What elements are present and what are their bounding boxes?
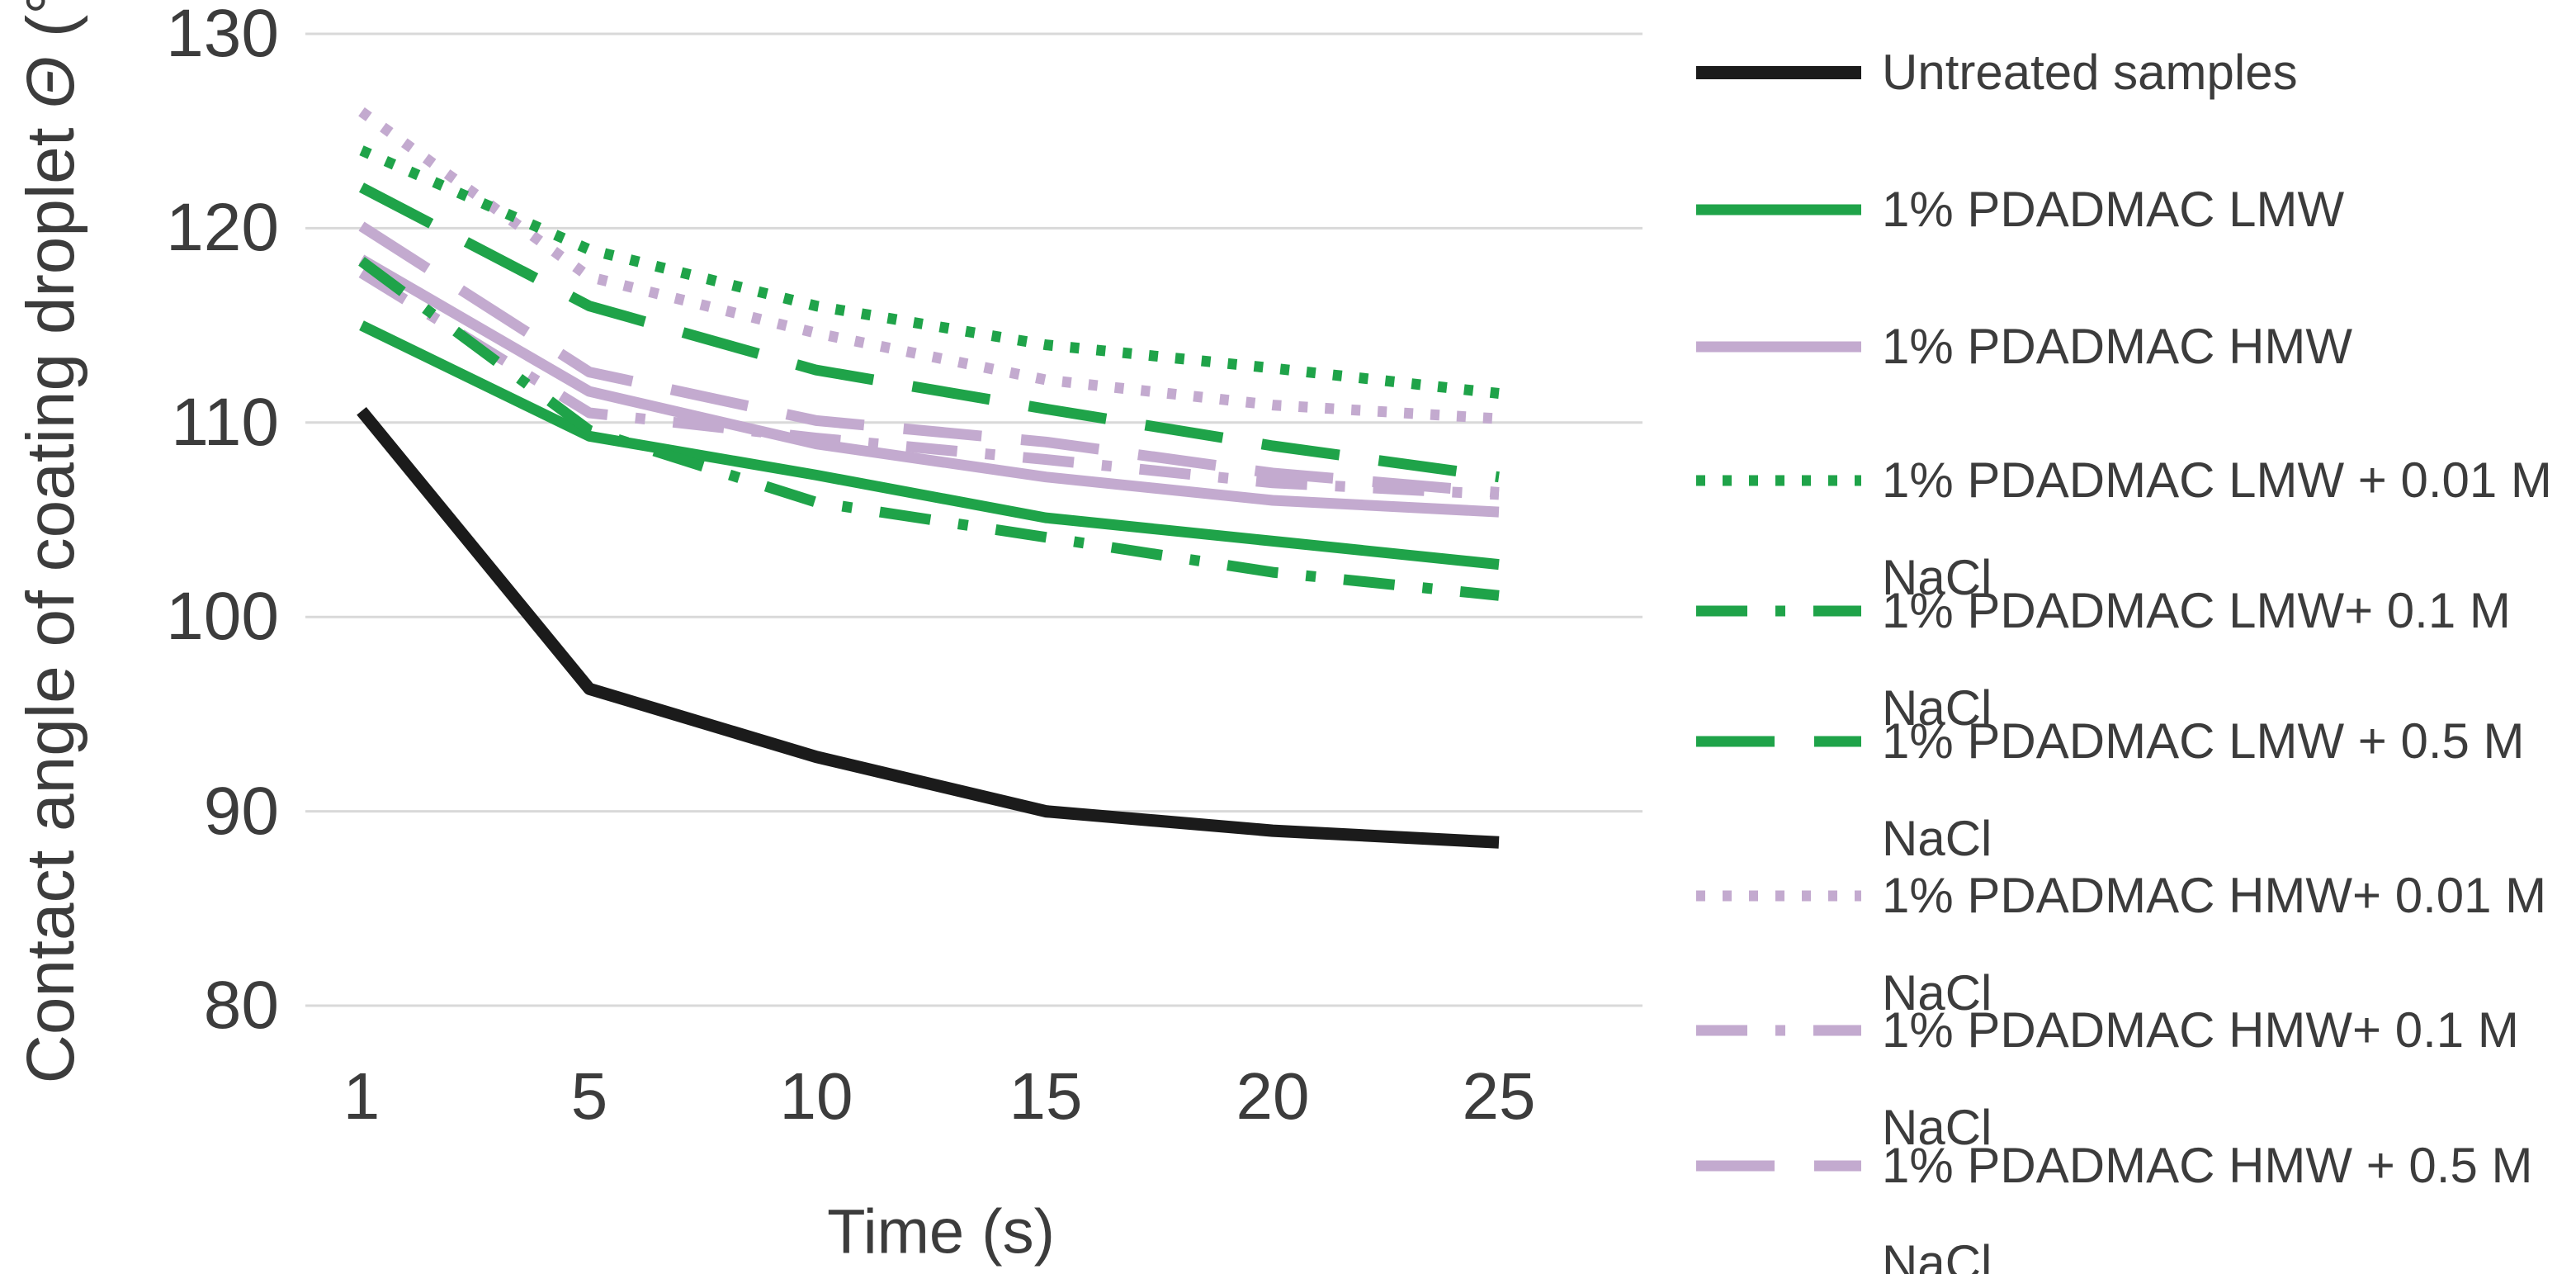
series-line-8 xyxy=(358,221,1500,498)
legend-label-4: 1% PDADMAC LMW+ 0.1 M NaCl xyxy=(1882,562,2511,757)
legend-label-line: 1% PDADMAC LMW+ 0.1 M xyxy=(1882,583,2511,638)
x-tick-label-25: 25 xyxy=(1462,1059,1536,1133)
legend: Untreated samples 1% PDADMAC LMW 1% PDADMA… xyxy=(1684,0,2576,1274)
legend-label-0: Untreated samples xyxy=(1882,24,2298,121)
legend-item-0: Untreated samples xyxy=(1684,24,2298,121)
legend-label-line: NaCl xyxy=(1882,1100,1992,1155)
legend-label-line: 1% PDADMAC LMW + 0.01 M xyxy=(1882,452,2552,508)
series-line-5 xyxy=(358,182,1500,483)
legend-label-line: 1% PDADMAC LMW xyxy=(1882,182,2345,237)
series-line-3 xyxy=(359,145,1500,399)
legend-item-1: 1% PDADMAC LMW xyxy=(1684,161,2344,258)
legend-label-line: NaCl xyxy=(1882,550,1992,605)
legend-swatch-solid-icon xyxy=(1696,204,1861,215)
legend-label-line: 1% PDADMAC HMW+ 0.01 M xyxy=(1882,868,2547,923)
y-tick-label-120: 120 xyxy=(166,190,279,266)
x-tick-label-20: 20 xyxy=(1236,1059,1310,1133)
legend-swatch-dashdot-icon xyxy=(1696,605,1861,617)
legend-label-7: 1% PDADMAC HMW+ 0.1 M NaCl xyxy=(1882,982,2519,1177)
x-tick-label-15: 15 xyxy=(1009,1059,1083,1133)
legend-label-line: 1% PDADMAC LMW + 0.5 M xyxy=(1882,713,2525,769)
legend-label-line: NaCl xyxy=(1882,680,1992,736)
legend-label-6: 1% PDADMAC HMW+ 0.01 M NaCl xyxy=(1882,847,2546,1042)
x-tick-label-10: 10 xyxy=(779,1059,853,1133)
y-tick-label-110: 110 xyxy=(171,384,279,460)
legend-label-line: NaCl xyxy=(1882,1235,1992,1274)
legend-label-line: NaCl xyxy=(1882,965,1992,1021)
y-tick-label-130: 130 xyxy=(166,0,279,71)
legend-swatch-solid-icon xyxy=(1696,66,1861,79)
legend-label-line: Untreated samples xyxy=(1882,45,2298,100)
y-tick-label-90: 90 xyxy=(203,773,279,849)
legend-label-line: 1% PDADMAC HMW+ 0.1 M xyxy=(1882,1002,2519,1058)
legend-item-5: 1% PDADMAC LMW + 0.5 M NaCl xyxy=(1684,693,2525,888)
legend-item-4: 1% PDADMAC LMW+ 0.1 M NaCl xyxy=(1684,562,2511,757)
legend-swatch-dotted-icon xyxy=(1696,475,1861,486)
legend-swatch-dotted-icon xyxy=(1696,890,1861,902)
series-line-7 xyxy=(358,268,1500,500)
legend-item-8: 1% PDADMAC HMW + 0.5 M NaCl xyxy=(1684,1117,2532,1274)
legend-item-7: 1% PDADMAC HMW+ 0.1 M NaCl xyxy=(1684,982,2519,1177)
series-line-1 xyxy=(359,320,1500,571)
x-tick-label-1: 1 xyxy=(343,1059,380,1133)
legend-swatch-dashed-icon xyxy=(1696,1160,1861,1172)
y-axis-title: Contact angle of coating droplet Θ (°) xyxy=(12,0,90,1083)
y-tick-label-100: 100 xyxy=(166,579,279,655)
legend-item-2: 1% PDADMAC HMW xyxy=(1684,298,2352,395)
legend-label-5: 1% PDADMAC LMW + 0.5 M NaCl xyxy=(1882,693,2525,888)
series-line-0 xyxy=(357,406,1500,849)
legend-label-3: 1% PDADMAC LMW + 0.01 M NaCl xyxy=(1882,432,2552,627)
series-line-2 xyxy=(358,254,1500,518)
series-line-4 xyxy=(358,257,1500,601)
legend-label-line: 1% PDADMAC HMW + 0.5 M xyxy=(1882,1138,2533,1193)
legend-label-1: 1% PDADMAC LMW xyxy=(1882,161,2344,258)
legend-item-3: 1% PDADMAC LMW + 0.01 M NaCl xyxy=(1684,432,2552,627)
x-tick-label-5: 5 xyxy=(570,1059,608,1133)
legend-item-6: 1% PDADMAC HMW+ 0.01 M NaCl xyxy=(1684,847,2546,1042)
legend-label-8: 1% PDADMAC HMW + 0.5 M NaCl xyxy=(1882,1117,2532,1274)
legend-label-line: 1% PDADMAC HMW xyxy=(1882,319,2353,374)
y-tick-label-80: 80 xyxy=(203,968,279,1043)
x-axis-title: Time (s) xyxy=(827,1196,1055,1267)
legend-label-line: NaCl xyxy=(1882,811,1992,866)
legend-swatch-dashdot-icon xyxy=(1696,1025,1861,1036)
legend-swatch-dashed-icon xyxy=(1696,736,1861,747)
legend-label-2: 1% PDADMAC HMW xyxy=(1882,298,2352,395)
legend-swatch-solid-icon xyxy=(1696,341,1861,353)
